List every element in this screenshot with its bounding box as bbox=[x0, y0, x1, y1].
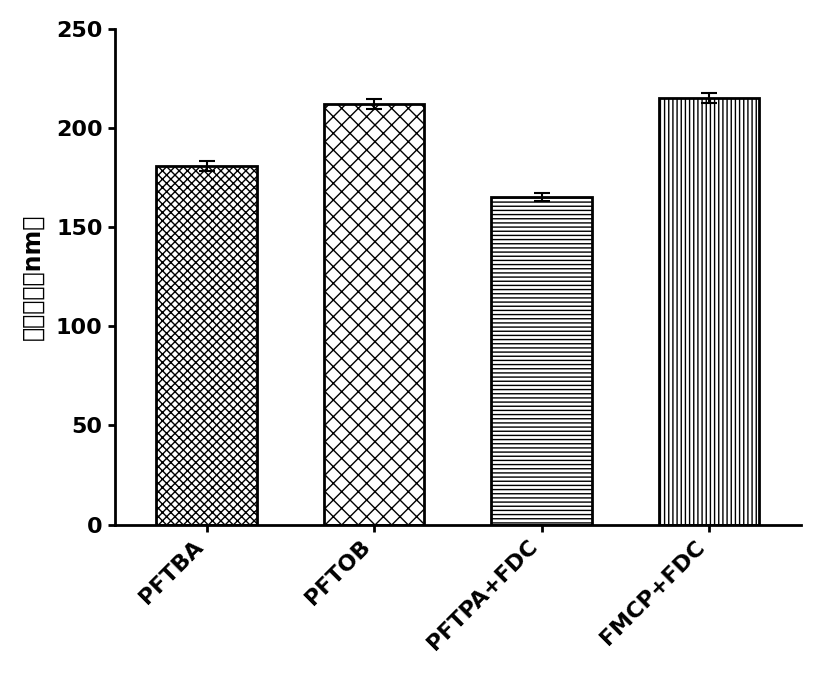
Y-axis label: 粒径大小（nm）: 粒径大小（nm） bbox=[21, 213, 45, 340]
Bar bbox=[324, 104, 424, 524]
Bar bbox=[156, 165, 256, 524]
Bar bbox=[492, 197, 592, 524]
Bar bbox=[658, 99, 760, 524]
